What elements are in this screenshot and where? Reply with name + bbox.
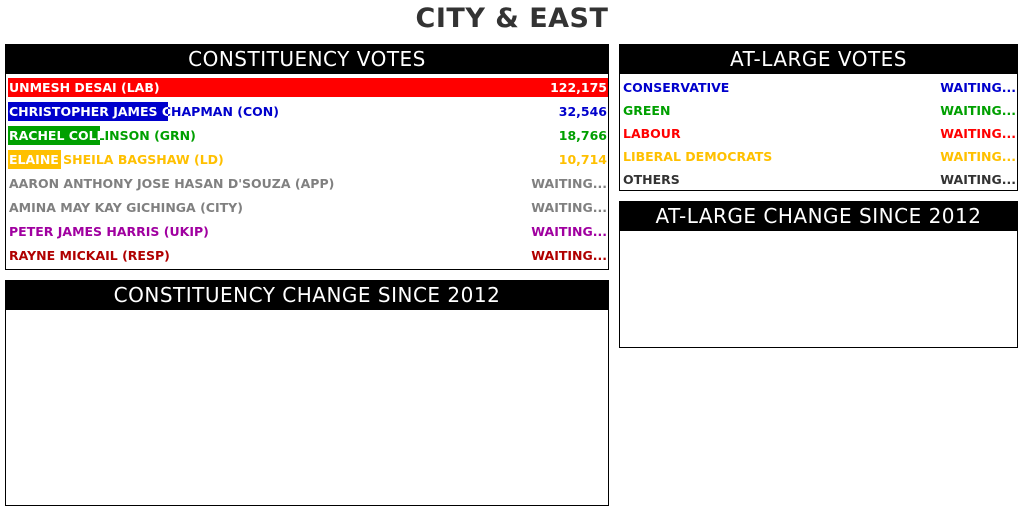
candidate-votes-on-bar: 122,175 [550, 80, 607, 95]
candidate-name: ELAINE SHEILA BAGSHAW (LD) [9, 152, 224, 167]
party-row: GREEN WAITING... [622, 99, 1017, 122]
candidate-name: AMINA MAY KAY GICHINGA (CITY) [9, 200, 243, 215]
candidate-votes: 32,546 [558, 104, 607, 119]
constituency-votes-list: UNMESH DESAI (LAB) 122,175 UNMESH DESAI (L… [6, 74, 608, 268]
party-votes: WAITING... [940, 126, 1016, 141]
candidate-row: AARON ANTHONY JOSE HASAN D'SOUZA (APP) WA… [8, 172, 608, 196]
party-votes: WAITING... [940, 103, 1016, 118]
party-row: OTHERS WAITING... [622, 168, 1017, 191]
candidate-name: PETER JAMES HARRIS (UKIP) [9, 224, 209, 239]
candidate-votes: WAITING... [531, 248, 607, 263]
candidate-name-on-bar: RACHEL COLLINSON (GRN) [9, 128, 100, 143]
candidate-vote-bar [8, 150, 61, 169]
candidate-votes: WAITING... [531, 176, 607, 191]
candidate-row: RAYNE MICKAIL (RESP) WAITING... [8, 244, 608, 268]
page-title: CITY & EAST [415, 3, 609, 34]
party-name: OTHERS [623, 172, 680, 187]
constituency-votes-header: CONSTITUENCY VOTES [6, 45, 608, 74]
atlarge-change-panel: AT-LARGE CHANGE SINCE 2012 [619, 201, 1018, 348]
party-name: GREEN [623, 103, 671, 118]
constituency-change-panel: CONSTITUENCY CHANGE SINCE 2012 [5, 280, 609, 506]
candidate-votes: 122,175 [550, 80, 607, 95]
candidate-row: CHRISTOPHER JAMES CHAPMAN (CON) 32,546 CHR… [8, 100, 608, 124]
candidate-votes: 10,714 [558, 152, 607, 167]
candidate-name-on-bar: ELAINE SHEILA BAGSHAW (LD) [9, 152, 61, 167]
party-row: LABOUR WAITING... [622, 122, 1017, 145]
party-votes: WAITING... [940, 149, 1016, 164]
candidate-vote-bar [8, 102, 168, 121]
candidate-votes: 18,766 [558, 128, 607, 143]
atlarge-change-header: AT-LARGE CHANGE SINCE 2012 [620, 202, 1017, 231]
candidate-bar-label-overlay: ELAINE SHEILA BAGSHAW (LD)10,714 [8, 148, 61, 172]
candidate-name-on-bar: UNMESH DESAI (LAB) [9, 80, 160, 95]
candidate-vote-bar [8, 78, 608, 97]
constituency-change-header: CONSTITUENCY CHANGE SINCE 2012 [6, 281, 608, 310]
candidate-row: AMINA MAY KAY GICHINGA (CITY) WAITING... [8, 196, 608, 220]
candidate-vote-bar [8, 126, 100, 145]
candidate-name: CHRISTOPHER JAMES CHAPMAN (CON) [9, 104, 279, 119]
party-votes: WAITING... [940, 172, 1016, 187]
candidate-row: UNMESH DESAI (LAB) 122,175 UNMESH DESAI (L… [8, 76, 608, 100]
party-name: LIBERAL DEMOCRATS [623, 149, 773, 164]
candidate-name: RAYNE MICKAIL (RESP) [9, 248, 170, 263]
party-votes: WAITING... [940, 80, 1016, 95]
candidate-votes: WAITING... [531, 200, 607, 215]
candidate-name-on-bar: CHRISTOPHER JAMES CHAPMAN (CON) [9, 104, 168, 119]
candidate-bar-label-overlay: RACHEL COLLINSON (GRN)18,766 [8, 124, 100, 148]
party-row: CONSERVATIVE WAITING... [622, 76, 1017, 99]
candidate-name: UNMESH DESAI (LAB) [9, 80, 160, 95]
candidate-bar-label-overlay: UNMESH DESAI (LAB) 122,175 [8, 76, 608, 100]
candidate-name: RACHEL COLLINSON (GRN) [9, 128, 196, 143]
party-name: CONSERVATIVE [623, 80, 730, 95]
candidate-bar-label-overlay: CHRISTOPHER JAMES CHAPMAN (CON)32,546 [8, 100, 168, 124]
candidate-name: AARON ANTHONY JOSE HASAN D'SOUZA (APP) [9, 176, 335, 191]
constituency-votes-panel: CONSTITUENCY VOTES UNMESH DESAI (LAB) 122… [5, 44, 609, 270]
party-row: LIBERAL DEMOCRATS WAITING... [622, 145, 1017, 168]
atlarge-votes-list: CONSERVATIVE WAITING... GREEN WAITING... LAB… [620, 74, 1017, 191]
atlarge-votes-header: AT-LARGE VOTES [620, 45, 1017, 74]
atlarge-votes-panel: AT-LARGE VOTES CONSERVATIVE WAITING... GRE… [619, 44, 1018, 191]
candidate-row: PETER JAMES HARRIS (UKIP) WAITING... [8, 220, 608, 244]
candidate-votes: WAITING... [531, 224, 607, 239]
party-name: LABOUR [623, 126, 681, 141]
